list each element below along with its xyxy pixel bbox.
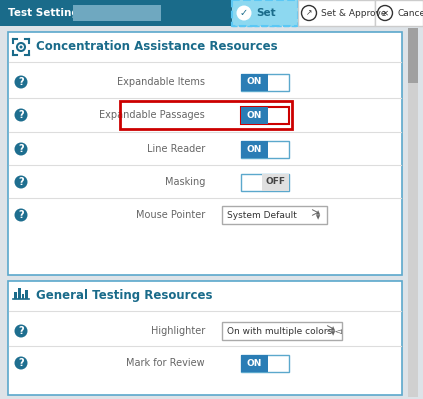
FancyBboxPatch shape — [14, 292, 17, 299]
FancyBboxPatch shape — [0, 0, 423, 26]
FancyBboxPatch shape — [241, 73, 268, 91]
Circle shape — [14, 109, 27, 122]
Text: ?: ? — [18, 144, 24, 154]
Circle shape — [14, 209, 27, 221]
FancyBboxPatch shape — [408, 28, 418, 83]
Text: Set: Set — [256, 8, 276, 18]
FancyBboxPatch shape — [241, 73, 289, 91]
Text: Mouse Pointer: Mouse Pointer — [136, 210, 205, 220]
FancyBboxPatch shape — [0, 26, 423, 399]
Text: ?: ? — [18, 210, 24, 220]
Circle shape — [14, 75, 27, 89]
Text: ▲: ▲ — [331, 326, 335, 331]
Text: Highlighter: Highlighter — [151, 326, 205, 336]
FancyBboxPatch shape — [73, 5, 161, 21]
Text: General Testing Resources: General Testing Resources — [36, 290, 212, 302]
Text: ✕: ✕ — [382, 8, 388, 18]
FancyBboxPatch shape — [408, 28, 418, 397]
Text: ▲: ▲ — [316, 210, 320, 215]
Text: System Default: System Default — [227, 211, 297, 219]
FancyBboxPatch shape — [241, 354, 289, 371]
FancyBboxPatch shape — [298, 0, 375, 26]
FancyBboxPatch shape — [25, 290, 28, 299]
Text: Masking: Masking — [165, 177, 205, 187]
Circle shape — [19, 45, 22, 49]
FancyBboxPatch shape — [375, 0, 423, 26]
Circle shape — [14, 142, 27, 156]
FancyBboxPatch shape — [241, 140, 268, 158]
Text: ON: ON — [247, 111, 262, 119]
Text: ?: ? — [18, 77, 24, 87]
FancyBboxPatch shape — [241, 354, 268, 371]
FancyBboxPatch shape — [8, 32, 402, 275]
Text: Line Reader: Line Reader — [147, 144, 205, 154]
Text: Concentration Assistance Resources: Concentration Assistance Resources — [36, 41, 277, 53]
FancyBboxPatch shape — [232, 0, 298, 26]
Text: ?: ? — [18, 326, 24, 336]
Text: ✓: ✓ — [240, 8, 248, 18]
Circle shape — [14, 356, 27, 369]
FancyBboxPatch shape — [241, 107, 289, 124]
FancyBboxPatch shape — [222, 322, 342, 340]
Text: ↗: ↗ — [306, 8, 312, 18]
Text: OFF: OFF — [266, 178, 286, 186]
Text: ▼: ▼ — [316, 215, 320, 220]
FancyBboxPatch shape — [262, 174, 289, 190]
FancyBboxPatch shape — [241, 107, 268, 124]
Circle shape — [236, 6, 252, 20]
Text: ON: ON — [247, 144, 262, 154]
Text: ?: ? — [18, 177, 24, 187]
Text: Set & Approve: Set & Approve — [321, 8, 387, 18]
Text: ?: ? — [18, 358, 24, 368]
Text: ▼: ▼ — [331, 331, 335, 336]
Text: ?: ? — [18, 110, 24, 120]
Text: ON: ON — [247, 358, 262, 367]
Circle shape — [14, 176, 27, 188]
Text: On with multiple colors ◅: On with multiple colors ◅ — [227, 326, 342, 336]
FancyBboxPatch shape — [241, 140, 289, 158]
Text: ON: ON — [247, 77, 262, 87]
FancyBboxPatch shape — [18, 288, 21, 299]
FancyBboxPatch shape — [241, 174, 289, 190]
Text: Expandable Items: Expandable Items — [117, 77, 205, 87]
FancyBboxPatch shape — [8, 281, 402, 395]
Text: Expandable Passages: Expandable Passages — [99, 110, 205, 120]
Text: Test Settings for:: Test Settings for: — [8, 8, 110, 18]
FancyBboxPatch shape — [22, 294, 24, 299]
Circle shape — [14, 324, 27, 338]
Text: Mark for Review: Mark for Review — [126, 358, 205, 368]
FancyBboxPatch shape — [222, 206, 327, 224]
Text: Cancel: Cancel — [397, 8, 423, 18]
